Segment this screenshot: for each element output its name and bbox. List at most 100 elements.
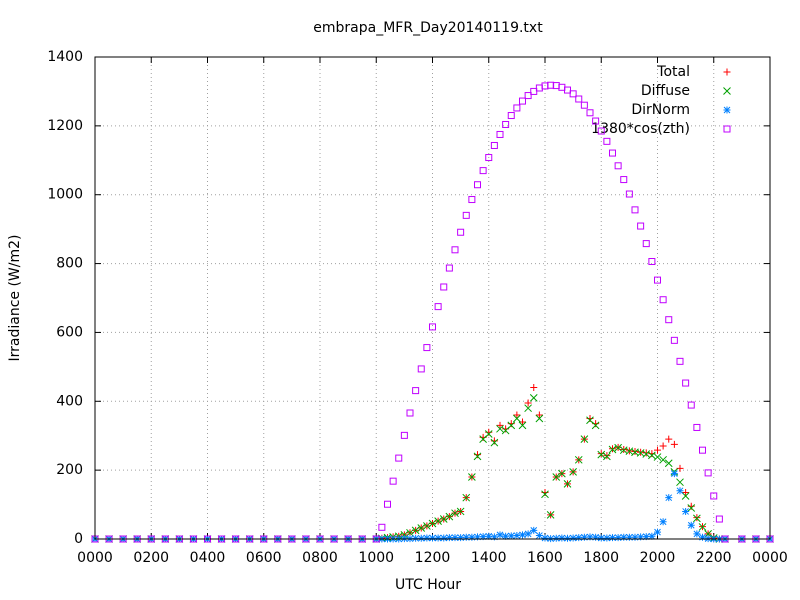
point <box>664 459 673 468</box>
point <box>445 264 453 272</box>
legend-label: Diffuse <box>641 83 690 99</box>
point <box>665 316 673 324</box>
point <box>642 533 650 541</box>
point <box>462 533 470 541</box>
point <box>597 450 606 459</box>
point <box>676 487 684 495</box>
point <box>591 421 600 430</box>
point <box>575 95 583 103</box>
y-tick-label: 1000 <box>47 187 83 203</box>
point <box>592 117 600 125</box>
point <box>451 509 459 518</box>
chart-title: embrapa_MFR_Day20140119.txt <box>313 20 543 36</box>
point <box>474 181 481 189</box>
point <box>490 533 498 541</box>
point <box>502 532 510 540</box>
point <box>507 421 516 430</box>
point <box>541 534 549 542</box>
point <box>569 90 577 98</box>
point <box>524 404 532 413</box>
x-tick-label: 1400 <box>471 550 507 566</box>
point <box>608 445 617 454</box>
x-tick-label: 1800 <box>583 550 619 566</box>
legend-marker <box>723 68 731 76</box>
point <box>637 222 645 230</box>
point <box>597 534 605 542</box>
point <box>614 443 622 452</box>
point <box>631 206 639 214</box>
point <box>682 379 690 387</box>
point <box>603 534 611 542</box>
x-tick-label: 1600 <box>527 550 563 566</box>
point <box>564 534 571 542</box>
point <box>563 480 572 488</box>
point <box>507 112 515 120</box>
point <box>659 455 667 464</box>
point <box>681 492 690 500</box>
point <box>485 532 493 540</box>
x-tick-label: 0200 <box>133 550 169 566</box>
point <box>620 176 628 184</box>
point <box>541 490 549 499</box>
point <box>699 533 706 541</box>
point <box>513 411 521 419</box>
point <box>535 411 543 419</box>
point <box>659 296 667 304</box>
point <box>569 468 577 476</box>
point <box>406 409 414 417</box>
y-tick-label: 0 <box>74 531 83 547</box>
point <box>519 97 526 105</box>
point <box>378 523 386 531</box>
point <box>654 276 661 284</box>
point <box>558 469 566 478</box>
point <box>451 246 459 254</box>
point <box>670 470 678 478</box>
point <box>704 469 712 477</box>
point <box>665 435 673 443</box>
point <box>406 528 414 537</box>
point <box>400 431 408 439</box>
point <box>609 149 616 157</box>
point <box>440 534 448 542</box>
point <box>468 196 476 204</box>
legend: Total Diffuse DirNorm 1380*cos(zth) <box>591 64 690 137</box>
point <box>468 533 476 541</box>
point <box>670 336 678 344</box>
x-axis-label: UTC Hour <box>395 577 461 593</box>
point <box>580 435 589 444</box>
point <box>609 534 616 542</box>
x-tick-label: 0800 <box>302 550 338 566</box>
point <box>665 494 673 502</box>
y-tick-label: 1400 <box>47 49 83 65</box>
point <box>648 258 656 266</box>
point <box>513 104 521 112</box>
point <box>417 365 425 373</box>
point <box>434 303 442 311</box>
point <box>535 532 543 540</box>
point <box>484 430 493 438</box>
x-tick-label: 0400 <box>190 550 226 566</box>
point <box>530 526 538 534</box>
point <box>653 453 662 461</box>
y-tick-label: 200 <box>56 462 83 478</box>
point <box>648 532 656 540</box>
point <box>445 534 453 542</box>
point <box>496 130 504 138</box>
point <box>519 531 526 539</box>
point <box>513 414 521 423</box>
legend-label: 1380*cos(zth) <box>591 121 690 137</box>
point <box>389 477 397 485</box>
point <box>456 507 465 516</box>
x-tick-label: 1000 <box>358 550 394 566</box>
point <box>479 167 487 175</box>
legend-marker <box>723 125 731 133</box>
point <box>524 399 532 407</box>
point <box>535 414 544 423</box>
y-tick-label: 1200 <box>47 118 83 134</box>
point <box>423 344 431 352</box>
legend-keys <box>723 68 731 133</box>
point <box>468 473 476 481</box>
point <box>434 517 442 525</box>
point <box>440 283 448 291</box>
